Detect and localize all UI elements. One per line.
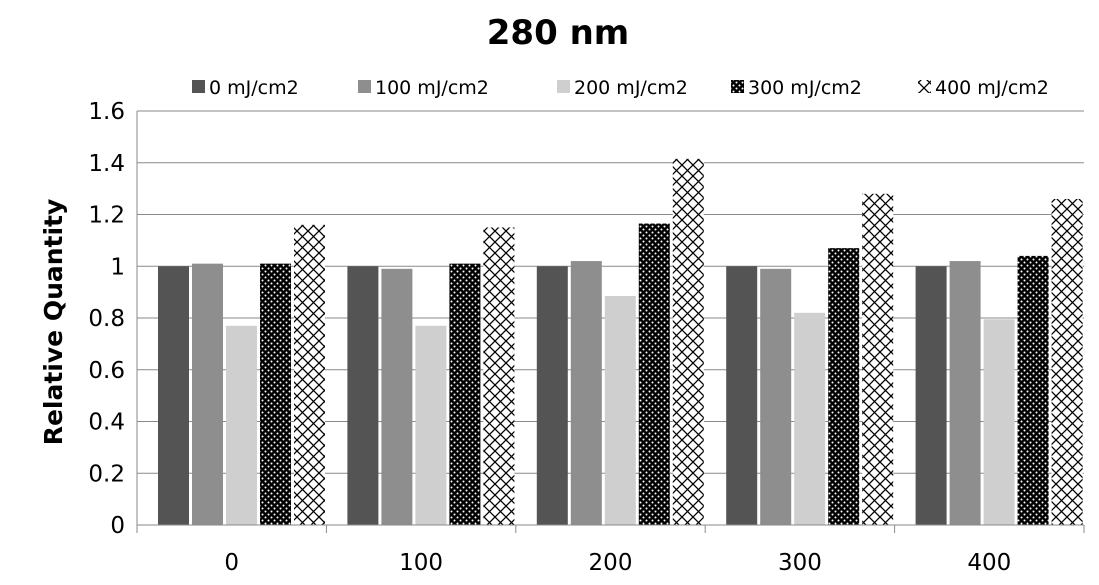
legend-label: 400 mJ/cm2	[935, 77, 1049, 99]
bars	[158, 158, 1083, 526]
bar	[536, 266, 568, 525]
y-tick-label: 0	[110, 513, 125, 539]
bar	[483, 227, 515, 525]
bar	[638, 223, 670, 525]
legend-label: 300 mJ/cm2	[748, 77, 862, 99]
legend-label: 200 mJ/cm2	[574, 77, 688, 99]
bar	[260, 263, 291, 525]
legend-swatch	[192, 80, 205, 93]
bar	[604, 296, 636, 525]
y-tick-label: 0.4	[88, 410, 125, 436]
bar	[381, 268, 413, 525]
y-ticks: 0 0.2 0.4 0.6 0.8 1 1.2 1.4 1.6	[88, 99, 125, 539]
legend-swatch	[918, 80, 931, 93]
bar	[415, 325, 447, 525]
legend-swatch	[731, 80, 744, 93]
bar	[1051, 198, 1083, 525]
bar	[226, 325, 257, 525]
bar	[192, 263, 223, 525]
legend-label: 0 mJ/cm2	[209, 77, 299, 99]
legend-swatch	[557, 80, 570, 93]
legend-swatch	[358, 80, 371, 93]
x-tick-label: 200	[589, 550, 633, 576]
y-tick-label: 0.2	[88, 461, 125, 487]
bar	[672, 158, 704, 525]
y-tick-label: 0.8	[88, 306, 125, 332]
axes	[136, 111, 1085, 533]
bar	[294, 224, 325, 525]
bar	[794, 312, 826, 525]
bar	[726, 266, 758, 525]
y-axis-label: Relative Quantity	[39, 199, 68, 446]
x-tick-label: 400	[967, 550, 1011, 576]
y-tick-label: 1.4	[88, 151, 125, 177]
bar	[983, 319, 1015, 525]
y-tick-label: 1.6	[88, 99, 125, 125]
bar	[862, 193, 894, 526]
y-tick-label: 0.6	[88, 358, 125, 384]
bar	[915, 266, 947, 525]
bar	[828, 248, 860, 525]
legend: 0 mJ/cm2 100 mJ/cm2 200 mJ/cm2 300 mJ/cm2 40…	[192, 77, 1049, 99]
chart-title: 280 nm	[487, 13, 629, 53]
bar	[1017, 255, 1049, 525]
x-ticks: 0 100 200 300 400	[224, 550, 1011, 576]
y-tick-label: 1	[110, 254, 125, 280]
x-tick-label: 0	[224, 550, 239, 576]
legend-label: 100 mJ/cm2	[375, 77, 489, 99]
bar	[347, 266, 379, 525]
bar	[449, 263, 481, 525]
bar	[158, 266, 189, 525]
y-tick-label: 1.2	[88, 203, 125, 229]
bar	[949, 261, 981, 525]
x-tick-label: 100	[399, 550, 443, 576]
bar	[570, 261, 602, 525]
bar	[760, 268, 792, 525]
x-tick-label: 300	[778, 550, 822, 576]
